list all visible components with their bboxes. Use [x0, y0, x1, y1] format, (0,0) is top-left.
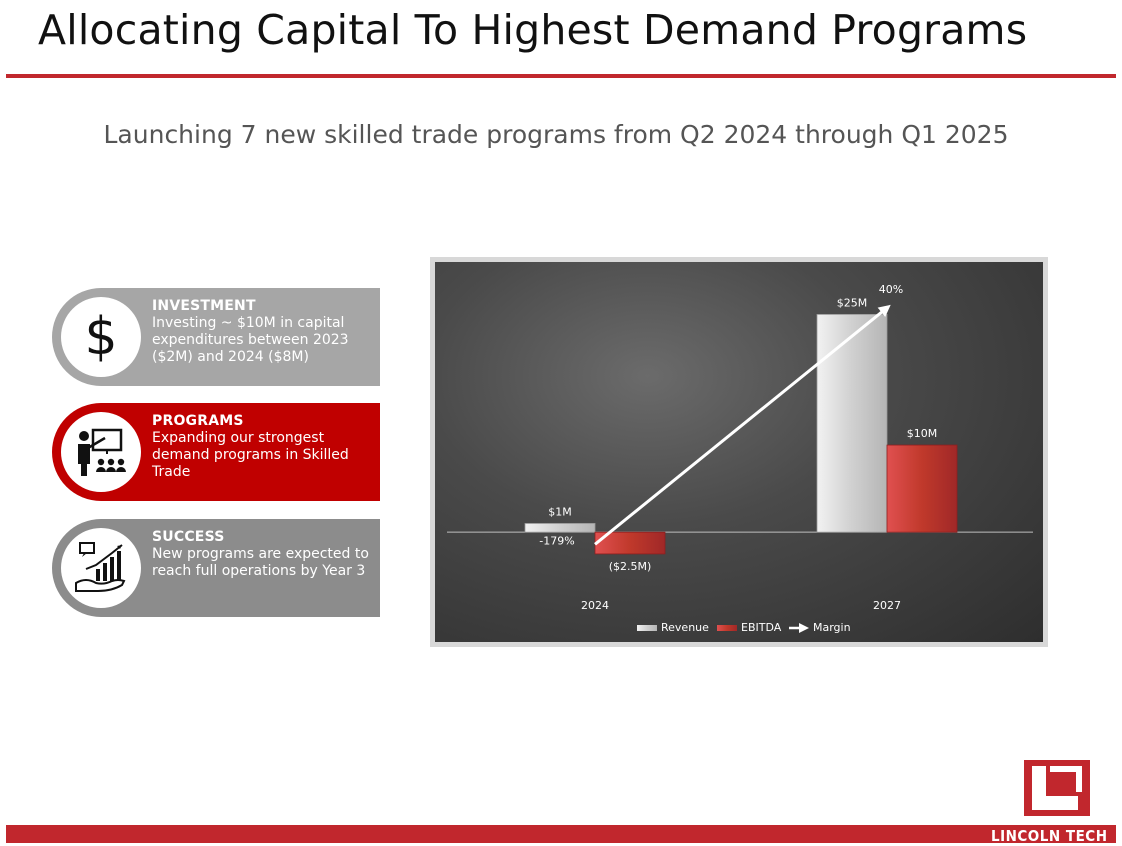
lincoln-tech-logo: [1024, 760, 1090, 816]
revenue-bar-2024: [524, 523, 596, 533]
margin-line: [594, 304, 891, 546]
success-card: SUCCESS New programs are expected to rea…: [52, 519, 380, 617]
ebitda-bar-2027: [886, 444, 958, 533]
legend-swatch-revenue: [637, 625, 657, 631]
x-tick-label-2027: 2027: [873, 599, 901, 612]
x-tick-label-2024: 2024: [581, 599, 609, 612]
title-divider: [6, 74, 1116, 78]
success-body: New programs are expected to reach full …: [152, 546, 369, 579]
margin-label-2024: -179%: [539, 534, 574, 547]
ebitda-label-2027: $10M: [907, 427, 938, 440]
success-heading: SUCCESS: [152, 529, 225, 545]
logo-mark-icon: [1032, 766, 1082, 810]
chart-area: $1M ($2.5M) 2024 $25M $10M 2027 -179% 40% Revenu…: [435, 262, 1043, 642]
instructor-icon: [78, 428, 126, 476]
margin-label-2027: 40%: [879, 283, 903, 296]
programs-icon-circle: [61, 412, 141, 492]
programs-heading: PROGRAMS: [152, 413, 244, 429]
footer-bar: [6, 825, 1116, 843]
page-title: Allocating Capital To Highest Demand Pro…: [38, 6, 1028, 54]
growth-chart-icon: [75, 542, 126, 592]
page-subtitle: Launching 7 new skilled trade programs f…: [103, 120, 1009, 149]
legend-label-margin: Margin: [813, 621, 851, 634]
revenue-bar-2027: [816, 314, 888, 533]
dollar-icon: $: [84, 307, 118, 367]
chart-frame: $1M ($2.5M) 2024 $25M $10M 2027 -179% 40% Revenu…: [430, 257, 1048, 647]
investment-body: Investing ~ $10M in capital expenditures…: [152, 315, 349, 365]
revenue-label-2024: $1M: [548, 505, 572, 518]
legend-label-ebitda: EBITDA: [741, 621, 782, 634]
programs-body: Expanding our strongest demand programs …: [152, 430, 349, 480]
investment-heading: INVESTMENT: [152, 298, 256, 314]
revenue-ebitda-chart: $1M ($2.5M) 2024 $25M $10M 2027 -179% 40% Revenu…: [447, 283, 1033, 634]
revenue-label-2027: $25M: [837, 296, 868, 309]
programs-card: PROGRAMS Expanding our strongest demand …: [52, 403, 380, 501]
investment-card: $ INVESTMENT Investing ~ $10M in capital…: [52, 288, 380, 386]
ebitda-label-2024: ($2.5M): [609, 560, 652, 573]
logo-text: LINCOLN TECH: [991, 827, 1108, 845]
investment-icon-circle: $: [61, 297, 141, 377]
legend-label-revenue: Revenue: [661, 621, 709, 634]
success-icon-circle: [61, 528, 141, 608]
legend-swatch-ebitda: [717, 625, 737, 631]
